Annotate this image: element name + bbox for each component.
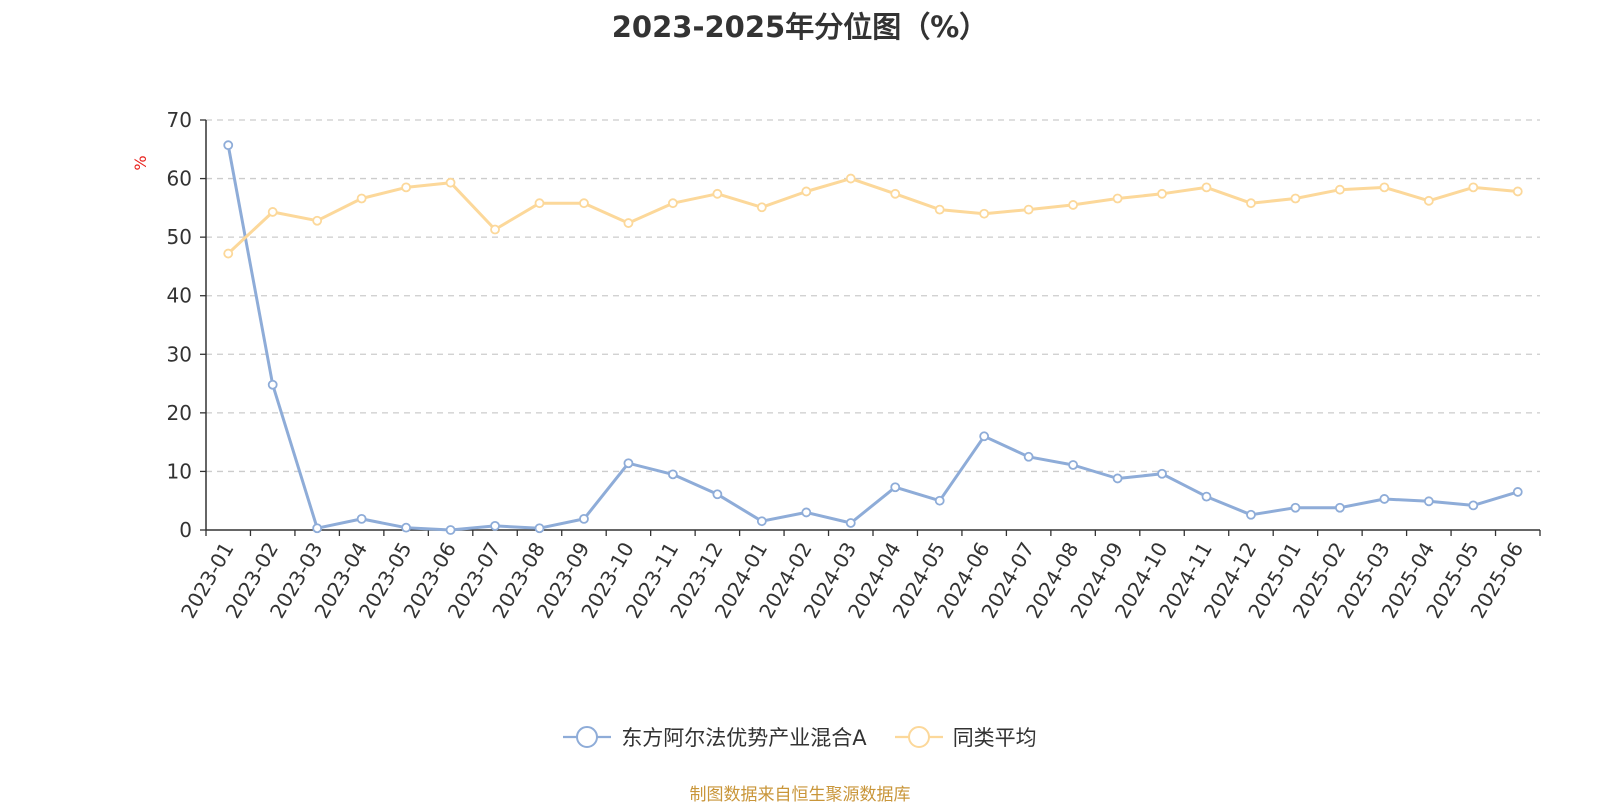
data-point[interactable] [267, 379, 278, 390]
data-point[interactable] [1335, 502, 1345, 513]
data-point[interactable] [1246, 198, 1256, 209]
data-point[interactable] [356, 513, 367, 524]
y-tick-label: 10 [167, 459, 192, 483]
data-point[interactable] [312, 523, 323, 534]
x-tick-labels: 2023-012023-022023-032023-042023-052023-… [176, 538, 1528, 622]
data-point[interactable] [1157, 188, 1167, 199]
y-tick-label: 40 [167, 284, 192, 308]
chart-title: 2023-2025年分位图（%） [611, 10, 989, 44]
data-point[interactable] [934, 495, 945, 506]
data-point[interactable] [623, 458, 634, 469]
legend-swatch [894, 726, 943, 748]
data-source-note: 制图数据来自恒生聚源数据库 [689, 785, 911, 805]
data-point[interactable] [401, 522, 412, 533]
legend-swatch [563, 726, 612, 748]
data-point[interactable] [979, 431, 990, 442]
data-point[interactable] [801, 507, 812, 518]
data-point[interactable] [1290, 502, 1301, 513]
data-point[interactable] [712, 188, 723, 199]
data-point[interactable] [623, 218, 634, 228]
data-point[interactable] [1379, 494, 1390, 504]
y-tick-label: 70 [167, 108, 192, 132]
data-point[interactable] [1068, 460, 1078, 470]
data-point[interactable] [1201, 491, 1212, 502]
grid-lines [206, 119, 1540, 473]
data-point[interactable] [312, 215, 323, 226]
data-point[interactable] [979, 208, 990, 219]
data-point[interactable] [1023, 204, 1034, 215]
data-point[interactable] [445, 177, 456, 188]
data-point[interactable] [534, 198, 545, 209]
data-point[interactable] [1290, 193, 1301, 204]
y-tick-label: 60 [167, 167, 192, 191]
data-point[interactable] [1423, 195, 1434, 206]
data-point[interactable] [1468, 182, 1479, 193]
data-point[interactable] [890, 188, 901, 199]
series-lines [226, 144, 1519, 532]
y-axis-label: % [131, 155, 150, 170]
series-line-0 [226, 144, 1519, 532]
data-point[interactable] [267, 207, 278, 217]
data-point[interactable] [223, 248, 234, 259]
data-point[interactable] [668, 469, 678, 480]
y-tick-label: 30 [167, 342, 192, 366]
data-point[interactable] [668, 198, 678, 209]
data-point[interactable] [1512, 186, 1523, 197]
data-point[interactable] [1246, 509, 1256, 520]
data-point[interactable] [534, 523, 545, 534]
y-tick-label: 20 [167, 401, 192, 425]
data-point[interactable] [445, 525, 456, 535]
data-point[interactable] [490, 521, 500, 531]
data-point[interactable] [579, 198, 589, 209]
legend-item-0[interactable]: 东方阿尔法优势产业混合A [563, 722, 867, 752]
data-point[interactable] [845, 518, 856, 528]
data-point[interactable] [490, 224, 500, 235]
axes [200, 119, 1541, 536]
data-point[interactable] [401, 182, 412, 193]
data-point[interactable] [712, 489, 723, 500]
data-point[interactable] [845, 173, 856, 184]
data-point[interactable] [223, 140, 234, 151]
series-line-1 [227, 177, 1518, 255]
data-point[interactable] [801, 186, 812, 197]
data-point[interactable] [1201, 182, 1212, 193]
data-point[interactable] [934, 204, 945, 215]
data-point[interactable] [1512, 487, 1523, 497]
data-point[interactable] [1112, 473, 1123, 484]
legend-label: 东方阿尔法优势产业混合A [621, 726, 867, 750]
data-point[interactable] [1423, 496, 1434, 507]
data-point[interactable] [1023, 451, 1034, 462]
data-point[interactable] [1468, 500, 1479, 511]
y-tick-label: 0 [179, 518, 192, 542]
data-points [223, 140, 1523, 535]
data-point[interactable] [1379, 182, 1390, 193]
legend-item-1[interactable]: 同类平均 [894, 722, 1037, 752]
legend: 东方阿尔法优势产业混合A 同类平均 [0, 722, 1600, 752]
data-point[interactable] [756, 202, 767, 213]
legend-label: 同类平均 [952, 726, 1037, 750]
data-point[interactable] [890, 482, 901, 493]
data-point[interactable] [1335, 184, 1345, 195]
y-tick-labels: 0 10 20 30 40 50 60 70 [167, 108, 192, 542]
data-point[interactable] [1112, 193, 1123, 204]
data-point[interactable] [1157, 468, 1167, 479]
data-point[interactable] [579, 513, 589, 524]
data-point[interactable] [356, 193, 367, 204]
data-point[interactable] [756, 516, 767, 527]
y-tick-label: 50 [167, 225, 192, 249]
data-point[interactable] [1068, 200, 1078, 210]
